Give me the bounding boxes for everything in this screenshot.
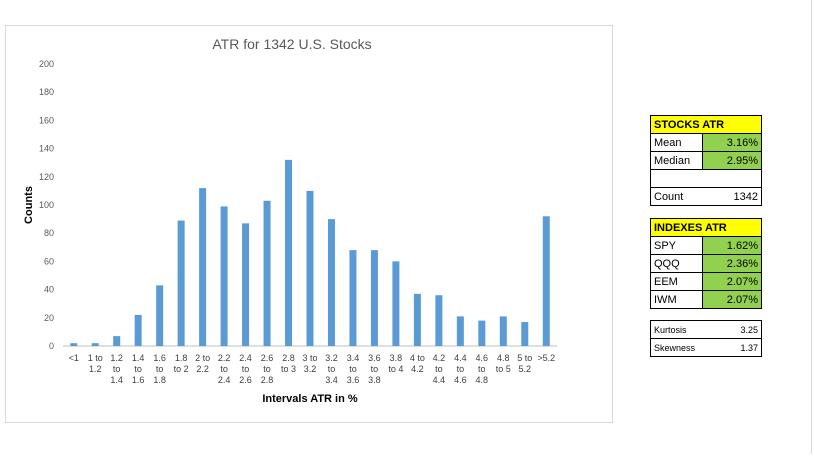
bar (306, 190, 314, 346)
x-tick-label: 2.6 to 2.8 (260, 353, 274, 385)
x-tick-label: 3 to 3.2 (302, 353, 318, 374)
x-tick-label: 1 to 1.2 (87, 353, 103, 374)
row-value: 3.16% (702, 133, 762, 152)
row-label: SPY (650, 236, 703, 255)
row-value: 3.25 (703, 320, 762, 339)
bar (113, 336, 121, 346)
x-tick-label: 4.4 to 4.6 (454, 353, 467, 385)
x-tick-label: 4.8 to 5 (495, 353, 511, 374)
x-tick-label: 1.4 to 1.6 (131, 353, 145, 385)
x-tick-label: 2.2 to 2.4 (217, 353, 231, 385)
y-tick-label: 0 (49, 341, 54, 351)
row-value: 2.95% (702, 151, 762, 170)
bar (435, 295, 443, 346)
y-tick-label: 180 (39, 87, 54, 97)
table-row: Kurtosis 3.25 (650, 320, 762, 339)
y-tick-label: 160 (39, 115, 54, 125)
bar (285, 159, 293, 346)
row-value: 1.37 (703, 338, 762, 357)
row-label: Skewness (650, 338, 703, 357)
bar (177, 220, 185, 346)
bar (478, 320, 486, 346)
bar (521, 322, 529, 346)
table-title: STOCKS ATR (650, 115, 762, 134)
bar (242, 223, 250, 346)
y-tick-label: 200 (39, 59, 54, 69)
table-row: Mean 3.16% (650, 133, 762, 152)
bar (413, 293, 421, 346)
blank-cell (650, 169, 762, 188)
stats-table: Kurtosis 3.25 Skewness 1.37 (650, 320, 762, 357)
row-label: EEM (650, 272, 703, 291)
bar (392, 261, 400, 346)
y-tick-label: 40 (44, 285, 54, 295)
x-tick-label: 5 to 5.2 (517, 353, 533, 374)
bar (349, 250, 357, 346)
x-tick-label: 3.4 to 3.6 (346, 353, 360, 385)
table-row: EEM 2.07% (650, 272, 762, 291)
x-tick-label: 1.2 to 1.4 (110, 353, 123, 385)
table-header-row: STOCKS ATR (650, 115, 762, 134)
x-tick-label: 4.2 to 4.4 (432, 353, 446, 385)
row-value: 1342 (702, 187, 762, 206)
row-value: 2.07% (702, 272, 762, 291)
bar (199, 188, 207, 346)
row-label: IWM (650, 290, 703, 309)
y-tick-label: 80 (44, 228, 54, 238)
row-value: 2.07% (702, 290, 762, 309)
row-label: Mean (650, 133, 703, 152)
x-tick-label: 3.6 to 3.8 (368, 353, 381, 385)
row-value: 2.36% (702, 254, 762, 273)
y-tick-label: 120 (39, 172, 54, 182)
bar (327, 219, 335, 346)
table-header-row: INDEXES ATR (650, 218, 762, 237)
x-tick-label: <1 (68, 353, 79, 363)
bar (456, 316, 464, 346)
bar (263, 200, 271, 346)
table-row: IWM 2.07% (650, 290, 762, 309)
bar (542, 216, 550, 346)
x-axis-title: Intervals ATR in % (262, 393, 358, 405)
bar (70, 343, 78, 346)
bar (220, 206, 228, 346)
x-tick-label: 2 to 2.2 (195, 353, 211, 374)
bar (91, 343, 99, 346)
y-axis-title: Counts (23, 186, 35, 224)
table-title: INDEXES ATR (650, 218, 762, 237)
x-tick-label: 4 to 4.2 (409, 353, 425, 374)
x-tick-label: 3.8 to 4 (388, 353, 404, 374)
table-row (650, 169, 762, 188)
x-tick-label: >5.2 (537, 353, 556, 363)
stats-table: INDEXES ATR SPY 1.62% QQQ 2.36% EEM 2.07% IWM 2.… (650, 218, 762, 309)
table-row: Skewness 1.37 (650, 338, 762, 357)
x-tick-label: 2.8 to 3 (281, 353, 297, 374)
x-tick-label: 4.6 to 4.8 (475, 353, 489, 385)
row-label: Median (650, 151, 703, 170)
row-label: Kurtosis (650, 320, 703, 339)
x-tick-label: 2.4 to 2.6 (239, 353, 252, 385)
table-row: QQQ 2.36% (650, 254, 762, 273)
row-value: 1.62% (702, 236, 762, 255)
chart-title: ATR for 1342 U.S. Stocks (212, 36, 371, 52)
x-tick-label: 1.6 to 1.8 (153, 353, 166, 385)
y-tick-label: 20 (44, 313, 54, 323)
y-tick-label: 60 (44, 256, 54, 266)
row-label: QQQ (650, 254, 703, 273)
y-tick-label: 140 (39, 144, 54, 154)
stats-table: STOCKS ATR Mean 3.16% Median 2.95% Count 1342 (650, 115, 762, 206)
row-label: Count (650, 187, 703, 206)
x-tick-label: 1.8 to 2 (173, 353, 189, 374)
table-row: SPY 1.62% (650, 236, 762, 255)
bar (499, 316, 507, 346)
y-tick-label: 100 (39, 200, 54, 210)
bar (134, 314, 142, 346)
table-row: Median 2.95% (650, 151, 762, 170)
table-row: Count 1342 (650, 187, 762, 206)
x-tick-label: 3.2 to 3.4 (325, 353, 338, 385)
bar (370, 250, 378, 346)
bar (156, 285, 164, 346)
